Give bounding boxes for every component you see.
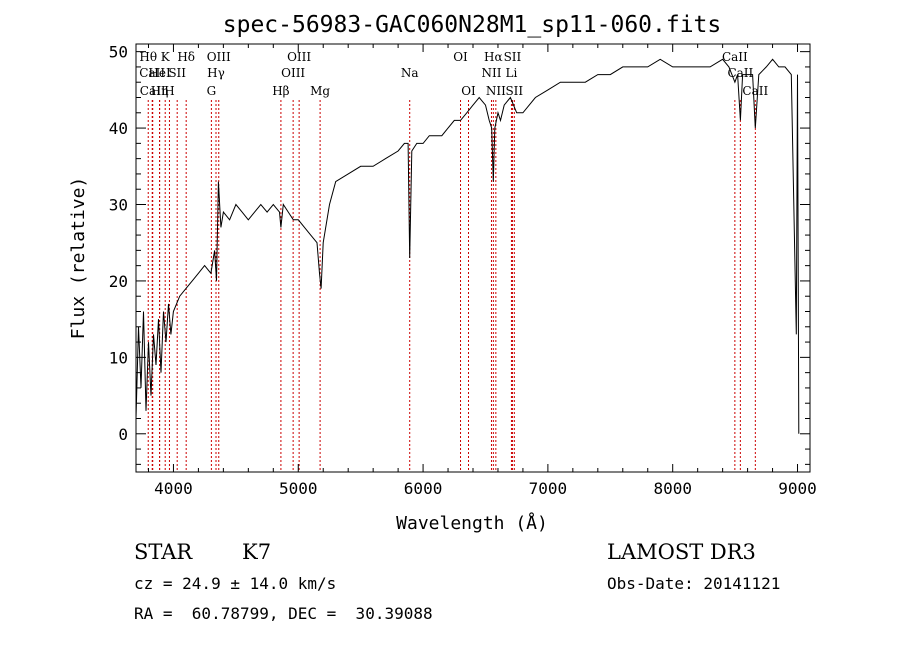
spectral-line-label: OI: [461, 84, 476, 98]
y-tick-label: 20: [109, 272, 128, 291]
spectral-line-label: Hγ: [207, 66, 225, 80]
y-tick-label: 50: [109, 43, 128, 62]
spectral-line-label: Hη: [151, 84, 169, 98]
spectral-line-label: OIII: [207, 50, 231, 64]
survey-name: LAMOST DR3: [607, 540, 756, 564]
spectral-line-label: Na: [401, 66, 419, 80]
y-axis-label: Flux (relative): [68, 177, 89, 340]
x-tick-label: 7000: [529, 479, 568, 498]
spectral-line-label: SII: [504, 50, 522, 64]
object-class: STAR: [134, 540, 193, 564]
x-tick-label: 6000: [404, 479, 443, 498]
chart-title: spec-56983-GAC060N28M1_sp11-060.fits: [223, 12, 722, 38]
spectral-line-label: HeI: [148, 66, 171, 80]
spectral-line-label: NII: [486, 84, 506, 98]
spectral-line-label: OIII: [287, 50, 311, 64]
spectral-line-label: Hθ: [139, 50, 157, 64]
spectral-line-label: SII: [505, 84, 523, 98]
spectral-line-label: OIII: [281, 66, 305, 80]
y-tick-label: 10: [109, 348, 128, 367]
spectral-line-label: Mg: [310, 84, 330, 98]
spectral-line-label: NII: [481, 66, 501, 80]
spectral-line-label: CaII: [140, 84, 166, 98]
spectral-line-label: CaII: [139, 66, 165, 80]
object-subclass: K7: [242, 540, 272, 564]
x-tick-label: 8000: [653, 479, 692, 498]
plot-frame: [135, 43, 811, 473]
observation-date: Obs-Date: 20141121: [607, 574, 781, 593]
spectral-line-label: Hδ: [177, 50, 195, 64]
y-tick-label: 30: [109, 196, 128, 215]
spectral-line-label: H: [164, 84, 174, 98]
spectral-line-label: Li: [506, 66, 518, 80]
spectral-line-label: CaII: [727, 66, 753, 80]
spectral-line-label: K: [161, 50, 171, 64]
spectral-line-label: OI: [453, 50, 468, 64]
spectral-line-label: G: [207, 84, 217, 98]
x-tick-label: 9000: [778, 479, 817, 498]
x-tick-label: 5000: [279, 479, 318, 498]
y-tick-label: 40: [109, 119, 128, 138]
flux-series-line: [135, 58, 800, 434]
x-tick-label: 4000: [154, 479, 193, 498]
spectral-line-label: Hβ: [272, 84, 289, 98]
y-tick-label: 0: [118, 425, 128, 444]
spectral-line-label: CaII: [742, 84, 768, 98]
spectral-line-markers: [147, 100, 756, 472]
spectral-line-label: Hα: [484, 50, 503, 64]
x-axis-ticks: 4000 5000 6000 7000 8000 9000: [147, 44, 817, 498]
spectral-line-label: CaII: [722, 50, 748, 64]
coordinates: RA = 60.78799, DEC = 30.39088: [134, 604, 433, 623]
x-axis-label: Wavelength (Å): [396, 512, 548, 534]
spectral-line-label: SII: [168, 66, 186, 80]
redshift-cz: cz = 24.9 ± 14.0 km/s: [134, 574, 337, 593]
y-axis-ticks: 0 10 20 30 40 50: [109, 43, 810, 465]
